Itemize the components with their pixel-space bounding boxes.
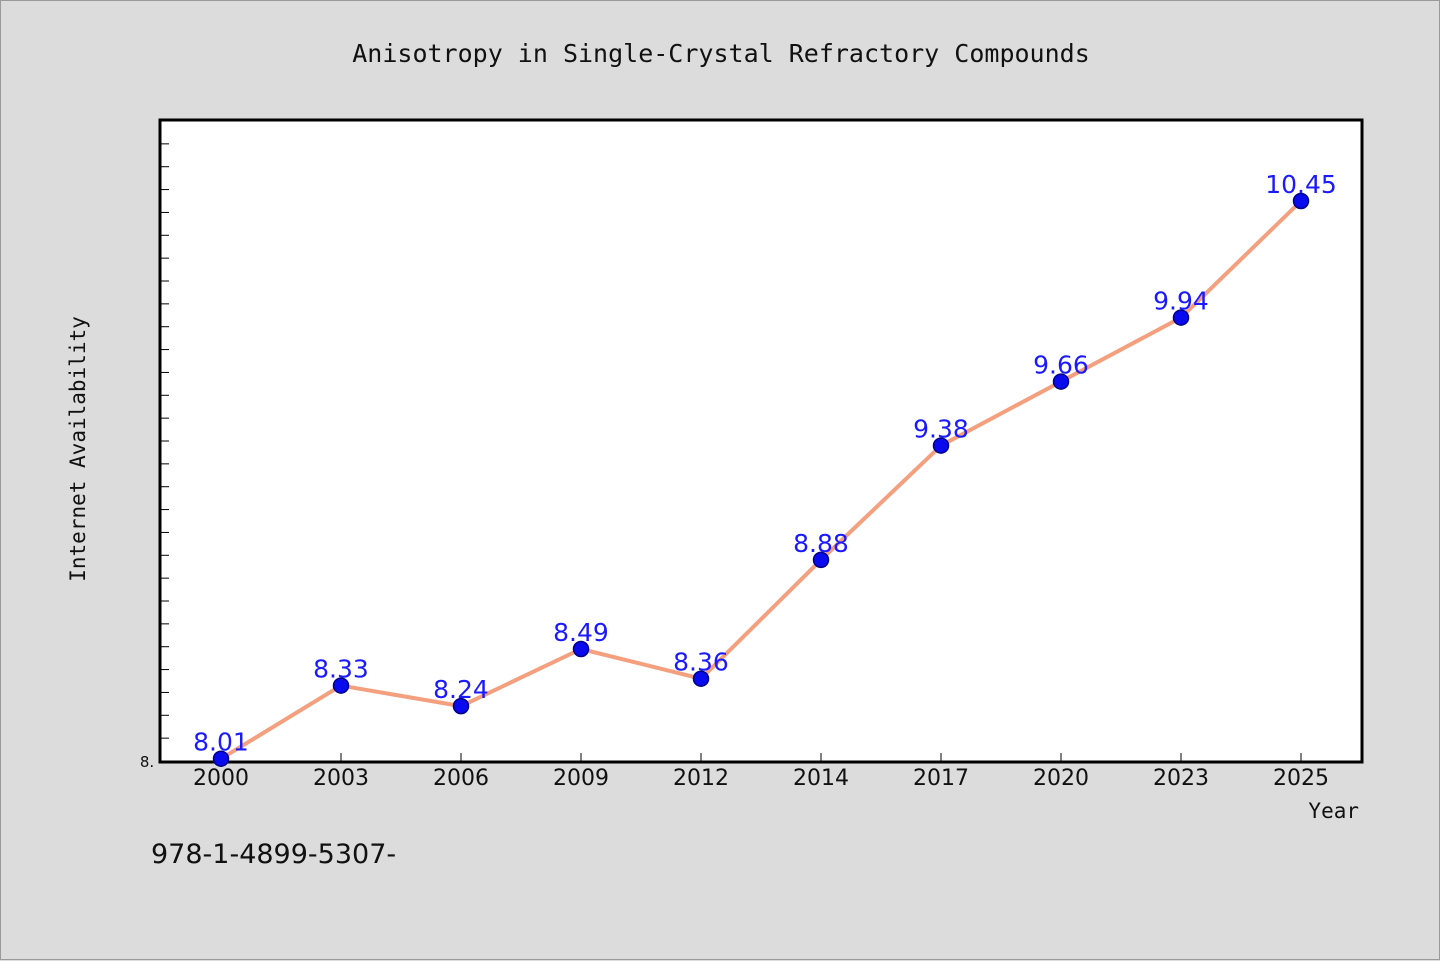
y-axis-label: Internet Availability: [66, 316, 90, 582]
isbn-text: 978-1-4899-5307-: [151, 839, 396, 870]
data-point: [1292, 192, 1310, 210]
x-tick-label: 2020: [1033, 766, 1089, 791]
series-line: [219, 199, 1303, 761]
data-label: 8.88: [793, 529, 849, 558]
data-point: [332, 677, 350, 694]
data-label: 8.36: [673, 648, 729, 677]
data-labels: 8.01 8.33 8.24 8.49 8.36 8.88 9.38 9.66 9.94 10.4…: [193, 170, 1337, 757]
data-label: 10.45: [1265, 170, 1337, 199]
x-tick-label: 2012: [673, 766, 729, 791]
x-tick-label: 2000: [193, 766, 249, 791]
data-point: [932, 437, 950, 454]
data-point: [1172, 309, 1190, 326]
data-label: 8.24: [433, 675, 489, 704]
x-tick-label: 2017: [913, 766, 969, 791]
data-label: 9.38: [913, 415, 969, 444]
x-tick-label: 2014: [793, 766, 849, 791]
x-tick-label: 2009: [553, 766, 609, 791]
x-tick-label: 2023: [1153, 766, 1209, 791]
x-axis-ticks: 2000 2003 2006 2009 2012 2014 2017 2020 2023 2025: [193, 753, 1329, 791]
data-label: 8.33: [313, 655, 369, 684]
data-label: 9.94: [1153, 287, 1209, 316]
data-point: [692, 670, 710, 687]
data-label: 8.49: [553, 618, 609, 647]
data-point: [1052, 373, 1070, 390]
x-axis-label: Year: [1308, 799, 1359, 823]
data-point: [812, 551, 830, 569]
chart-title: Anisotropy in Single-Crystal Refractory …: [352, 39, 1090, 68]
data-label: 8.01: [193, 728, 249, 757]
data-point: [212, 750, 230, 767]
y-tick-label: 8.: [140, 753, 154, 771]
y-axis-ticks: [161, 143, 169, 739]
plot-area: [158, 118, 1364, 764]
data-point: [572, 640, 590, 658]
x-tick-label: 2006: [433, 766, 489, 791]
series-group: [212, 192, 1310, 767]
data-label: 9.66: [1033, 351, 1089, 380]
x-tick-label: 2025: [1273, 766, 1329, 791]
data-point: [452, 697, 470, 715]
x-tick-label: 2003: [313, 766, 369, 791]
